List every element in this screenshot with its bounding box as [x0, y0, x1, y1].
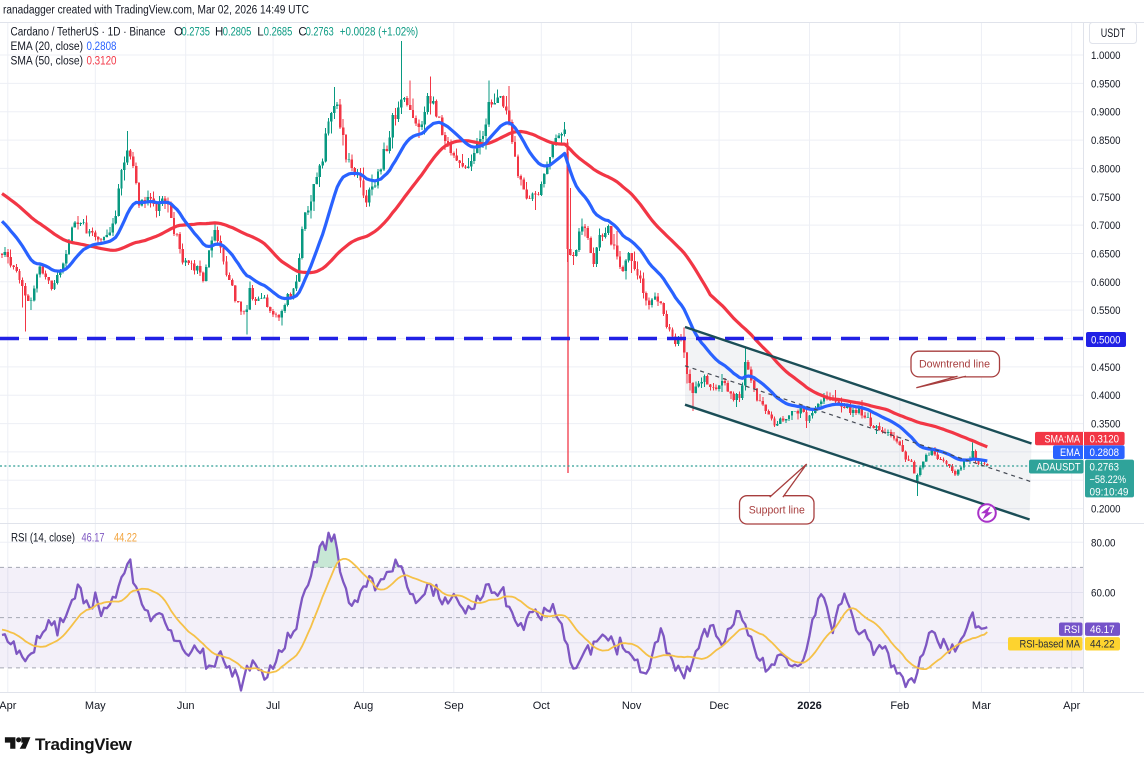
svg-text:ranadagger created with Tradin: ranadagger created with TradingView.com,…: [3, 5, 309, 17]
svg-text:0.5000: 0.5000: [1091, 335, 1121, 347]
svg-text:Apr: Apr: [0, 700, 17, 712]
svg-text:Cardano / TetherUS · 1D · Bina: Cardano / TetherUS · 1D · Binance: [11, 27, 166, 39]
svg-text:TradingView: TradingView: [35, 735, 133, 754]
svg-text:O: O: [174, 27, 183, 39]
svg-text:0.5500: 0.5500: [1091, 305, 1121, 317]
svg-text:Nov: Nov: [622, 700, 642, 712]
svg-text:0.2805: 0.2805: [223, 27, 252, 39]
svg-text:46.17: 46.17: [1090, 624, 1115, 636]
svg-text:Jun: Jun: [177, 700, 195, 712]
svg-text:L: L: [257, 27, 264, 39]
svg-text:Downtrend line: Downtrend line: [919, 359, 990, 371]
svg-text:0.2808: 0.2808: [1090, 447, 1120, 459]
svg-text:Mar: Mar: [972, 700, 991, 712]
svg-text:Feb: Feb: [890, 700, 909, 712]
svg-text:0.3120: 0.3120: [1090, 433, 1120, 445]
svg-text:RSI (14, close): RSI (14, close): [11, 533, 75, 545]
svg-text:EMA (20, close): EMA (20, close): [11, 41, 84, 53]
svg-text:0.2763: 0.2763: [306, 27, 334, 39]
svg-text:09:10:49: 09:10:49: [1090, 487, 1129, 499]
svg-text:RSI-based MA: RSI-based MA: [1020, 639, 1081, 651]
svg-text:0.8000: 0.8000: [1091, 163, 1121, 175]
svg-text:0.3120: 0.3120: [87, 56, 117, 68]
svg-text:0.9000: 0.9000: [1091, 107, 1121, 119]
svg-text:EMA: EMA: [1060, 447, 1081, 459]
svg-text:0.2735: 0.2735: [182, 27, 211, 39]
svg-text:RSI: RSI: [1064, 624, 1080, 636]
svg-text:−58.22%: −58.22%: [1090, 474, 1127, 486]
svg-text:0.7500: 0.7500: [1091, 192, 1121, 204]
svg-text:0.9500: 0.9500: [1091, 78, 1121, 90]
svg-text:2026: 2026: [797, 700, 821, 712]
svg-text:0.4500: 0.4500: [1091, 362, 1121, 374]
svg-text:80.00: 80.00: [1091, 537, 1116, 549]
svg-text:Oct: Oct: [533, 700, 550, 712]
svg-text:0.2685: 0.2685: [264, 27, 293, 39]
svg-text:SMA:MA: SMA:MA: [1045, 433, 1081, 445]
svg-text:H: H: [215, 27, 223, 39]
svg-text:Aug: Aug: [354, 700, 374, 712]
svg-text:46.17: 46.17: [82, 533, 105, 545]
svg-text:Dec: Dec: [709, 700, 729, 712]
svg-text:Support line: Support line: [749, 505, 805, 517]
svg-text:1.0000: 1.0000: [1091, 50, 1121, 62]
svg-text:SMA (50, close): SMA (50, close): [11, 56, 84, 68]
svg-text:+0.0028 (+1.02%): +0.0028 (+1.02%): [340, 27, 419, 39]
svg-text:0.2763: 0.2763: [1090, 461, 1120, 473]
svg-text:Jul: Jul: [266, 700, 280, 712]
svg-text:Sep: Sep: [444, 700, 464, 712]
svg-text:0.7000: 0.7000: [1091, 220, 1121, 232]
svg-text:0.2808: 0.2808: [87, 41, 117, 53]
svg-text:60.00: 60.00: [1091, 588, 1116, 600]
svg-text:May: May: [85, 700, 106, 712]
svg-text:0.8500: 0.8500: [1091, 135, 1121, 147]
svg-text:0.6500: 0.6500: [1091, 248, 1121, 260]
svg-text:44.22: 44.22: [114, 533, 137, 545]
svg-text:0.4000: 0.4000: [1091, 390, 1121, 402]
svg-text:Apr: Apr: [1063, 700, 1080, 712]
svg-text:USDT: USDT: [1101, 28, 1126, 40]
svg-text:0.3500: 0.3500: [1091, 419, 1121, 431]
svg-text:C: C: [298, 27, 306, 39]
svg-text:0.2000: 0.2000: [1091, 504, 1121, 516]
svg-text:ADAUSDT: ADAUSDT: [1037, 461, 1081, 473]
svg-text:0.6000: 0.6000: [1091, 277, 1121, 289]
svg-text:44.22: 44.22: [1090, 639, 1115, 651]
